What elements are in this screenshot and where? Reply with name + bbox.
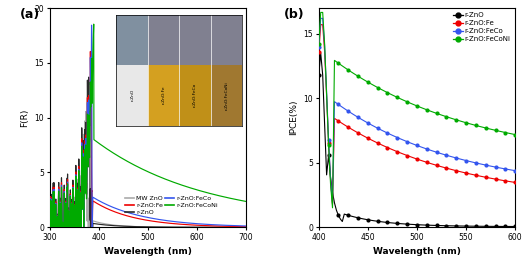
Text: (b): (b) xyxy=(283,8,304,21)
Legend: r-ZnO, r-ZnO:Fe, r-ZnO:FeCo, r-ZnO:FeCoNi: r-ZnO, r-ZnO:Fe, r-ZnO:FeCo, r-ZnO:FeCoN… xyxy=(450,9,514,45)
X-axis label: Wavelength (nm): Wavelength (nm) xyxy=(373,247,461,256)
Text: (a): (a) xyxy=(20,8,40,21)
Y-axis label: F(R): F(R) xyxy=(20,108,29,127)
X-axis label: Wavelength (nm): Wavelength (nm) xyxy=(104,247,192,256)
Y-axis label: IPCE(%): IPCE(%) xyxy=(289,100,298,135)
Legend: MW ZnO, r-ZnO:Fe, r-ZnO, r-ZnO:FeCo, r-ZnO:FeCoNi: MW ZnO, r-ZnO:Fe, r-ZnO, r-ZnO:FeCo, r-Z… xyxy=(123,193,220,218)
